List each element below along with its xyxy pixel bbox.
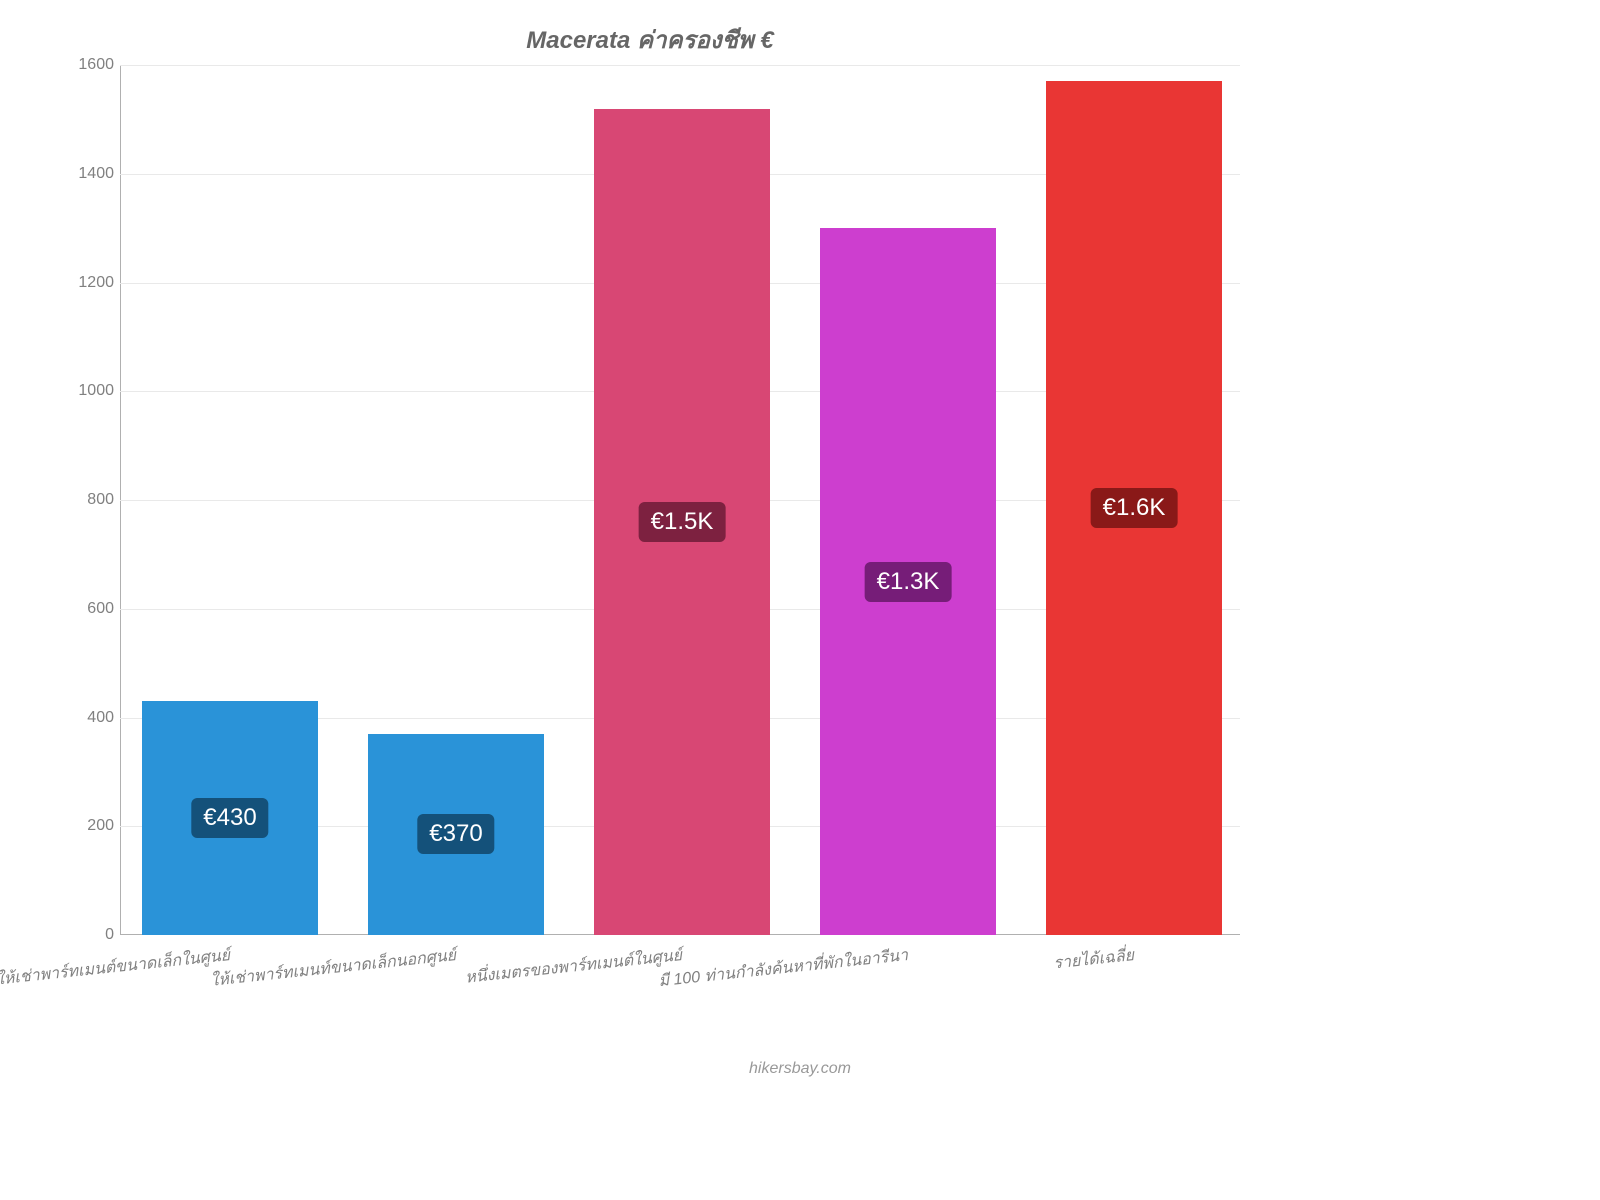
y-tick-label: 1200 bbox=[70, 274, 114, 292]
x-tick-label: รายได้เฉลี่ย bbox=[874, 943, 1135, 995]
x-tick-label: หนึ่งเมตรของพาร์ทเมนต์ในศูนย์ bbox=[422, 943, 683, 995]
chart-title: Macerata ค่าครองชีพ € bbox=[60, 20, 1240, 59]
bar-value-label: €430 bbox=[191, 798, 268, 838]
bar-value-label: €370 bbox=[417, 814, 494, 854]
y-tick-label: 400 bbox=[70, 709, 114, 727]
footer-credit: hikersbay.com bbox=[0, 1060, 1600, 1078]
plot-area: 02004006008001000120014001600€430ให้เช่า… bbox=[120, 65, 1240, 935]
y-tick-label: 600 bbox=[70, 600, 114, 618]
y-tick-label: 1000 bbox=[70, 382, 114, 400]
y-tick-label: 200 bbox=[70, 817, 114, 835]
y-tick-label: 0 bbox=[70, 926, 114, 944]
grid-line bbox=[120, 65, 1240, 66]
bar-value-label: €1.5K bbox=[639, 502, 726, 542]
x-tick-label: ให้เช่าพาร์ทเมนท์ขนาดเล็กนอกศูนย์ bbox=[196, 943, 457, 995]
y-tick-label: 800 bbox=[70, 491, 114, 509]
chart-container: Macerata ค่าครองชีพ € 020040060080010001… bbox=[60, 20, 1240, 935]
bar-value-label: €1.6K bbox=[1091, 488, 1178, 528]
y-tick-label: 1600 bbox=[70, 56, 114, 74]
x-tick-label: ให้เช่าพาร์ทเมนต์ขนาดเล็กในศูนย์ bbox=[0, 943, 231, 995]
bar-value-label: €1.3K bbox=[865, 562, 952, 602]
y-tick-label: 1400 bbox=[70, 165, 114, 183]
x-tick-label: มี 100 ท่านกำลังค้นหาที่พักในอารีนา bbox=[648, 943, 909, 995]
